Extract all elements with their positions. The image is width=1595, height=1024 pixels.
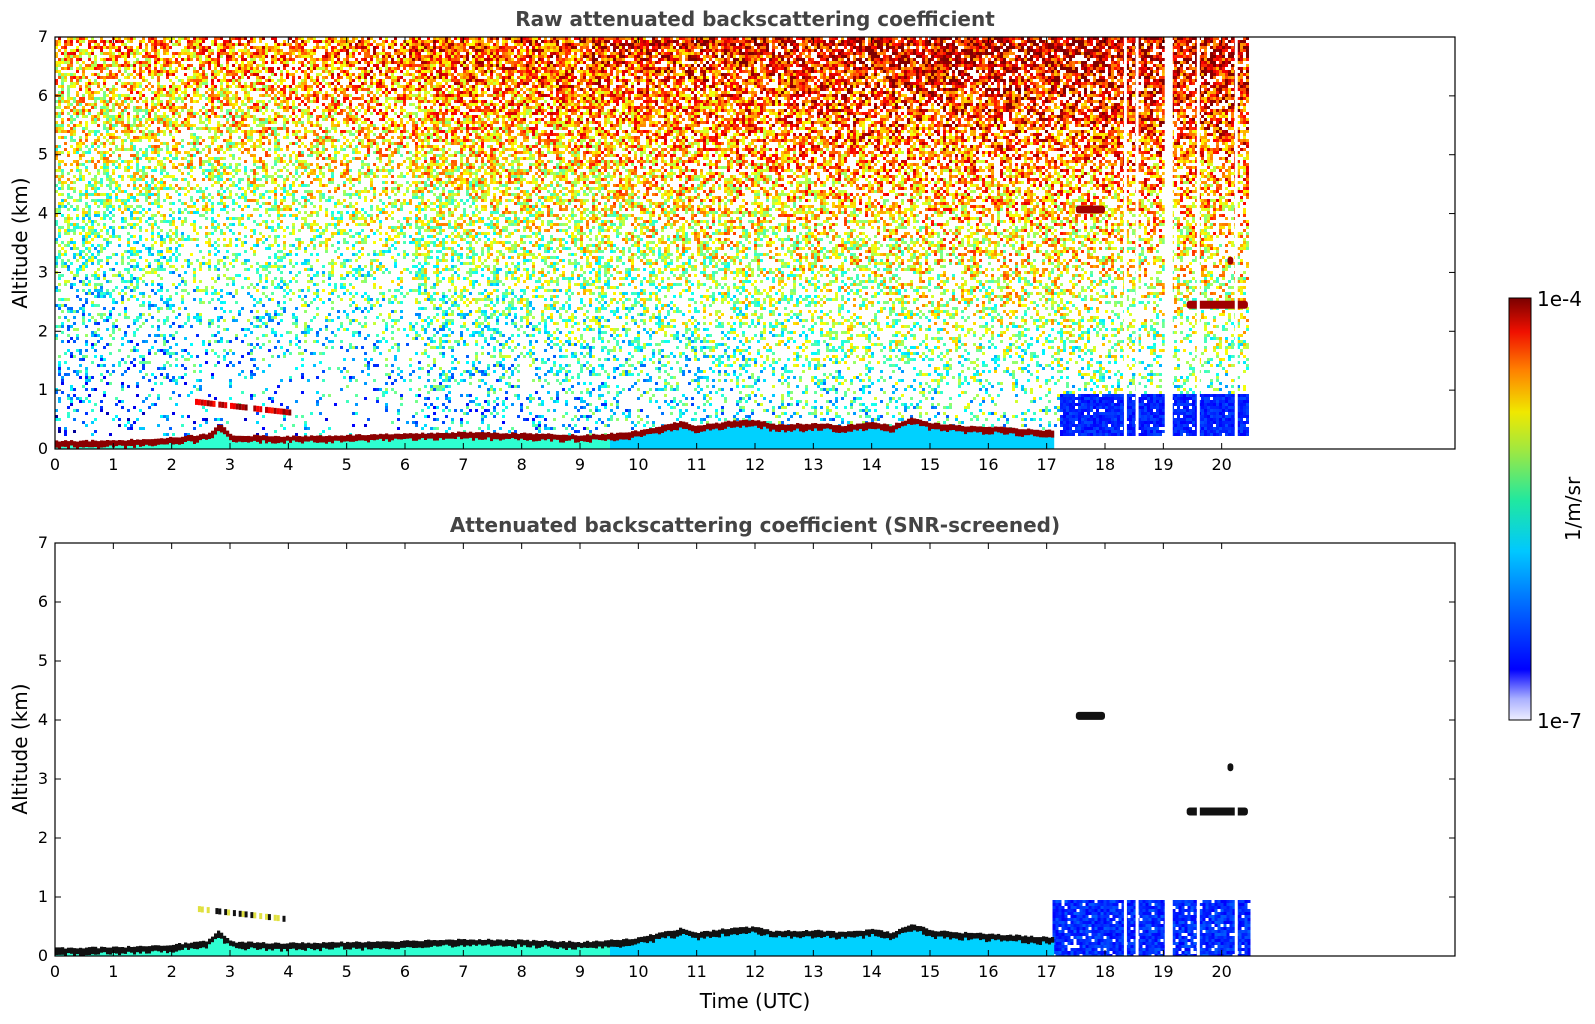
- y-axis-label: Altitude (km): [8, 683, 32, 814]
- missing-profile-gap: [1124, 37, 1127, 449]
- y-tick-label: 3: [38, 262, 48, 281]
- x-tick-label: 3: [225, 455, 235, 474]
- x-tick-label: 2: [167, 962, 177, 981]
- x-tick-label: 15: [920, 455, 940, 474]
- y-tick-label: 2: [38, 321, 48, 340]
- missing-profile-gap: [1136, 543, 1139, 956]
- x-tick-label: 20: [1211, 962, 1231, 981]
- cloud-layer: [1228, 763, 1234, 771]
- x-tick-label: 1: [108, 962, 118, 981]
- x-tick-label: 12: [745, 962, 765, 981]
- cloud-layer: [1187, 301, 1248, 309]
- heatmap-area: [55, 37, 1249, 449]
- y-tick-label: 7: [38, 533, 48, 552]
- missing-profile-gap: [1197, 37, 1200, 449]
- y-tick-label: 0: [38, 946, 48, 965]
- y-tick-label: 4: [38, 710, 48, 729]
- cloud-layer: [1076, 712, 1105, 720]
- chart-title: Raw attenuated backscattering coefficien…: [515, 7, 995, 31]
- colorbar-min-label: 1e-7: [1537, 709, 1582, 733]
- x-tick-label: 19: [1153, 962, 1173, 981]
- x-tick-label: 10: [628, 962, 648, 981]
- y-axis-label: Altitude (km): [8, 177, 32, 308]
- y-tick-label: 5: [38, 145, 48, 164]
- x-tick-label: 5: [342, 962, 352, 981]
- chart-title: Attenuated backscattering coefficient (S…: [450, 513, 1060, 537]
- x-tick-label: 5: [342, 455, 352, 474]
- x-tick-label: 18: [1095, 455, 1115, 474]
- cloud-layer: [1076, 205, 1105, 213]
- x-axis-label: Time (UTC): [699, 989, 811, 1013]
- y-tick-label: 4: [38, 204, 48, 223]
- x-tick-label: 16: [978, 962, 998, 981]
- x-tick-label: 1: [108, 455, 118, 474]
- x-tick-label: 0: [50, 962, 60, 981]
- x-tick-label: 8: [517, 962, 527, 981]
- panel-snr-screened: Attenuated backscattering coefficient (S…: [8, 513, 1455, 1013]
- x-tick-label: 15: [920, 962, 940, 981]
- x-tick-label: 19: [1153, 455, 1173, 474]
- x-tick-label: 17: [1036, 962, 1056, 981]
- x-tick-label: 17: [1036, 455, 1056, 474]
- cloud-layer: [1187, 807, 1248, 815]
- missing-profile-gap: [1235, 37, 1238, 449]
- x-tick-label: 18: [1095, 962, 1115, 981]
- x-tick-label: 20: [1211, 455, 1231, 474]
- missing-profile-gap: [1197, 543, 1200, 956]
- colorbar-max-label: 1e-4: [1537, 287, 1582, 311]
- cloud-layer: [1228, 257, 1234, 265]
- panel-raw: Raw attenuated backscattering coefficien…: [8, 7, 1455, 474]
- x-tick-label: 0: [50, 455, 60, 474]
- x-tick-label: 2: [167, 455, 177, 474]
- x-tick-label: 14: [861, 455, 881, 474]
- missing-profile-gap: [1235, 543, 1238, 956]
- y-tick-label: 6: [38, 592, 48, 611]
- x-tick-label: 6: [400, 962, 410, 981]
- x-tick-label: 9: [575, 455, 585, 474]
- y-tick-label: 7: [38, 27, 48, 46]
- x-tick-label: 10: [628, 455, 648, 474]
- x-tick-label: 4: [283, 962, 293, 981]
- colorbar: 1e-4 1e-7 1/m/sr: [1509, 287, 1585, 733]
- x-tick-label: 8: [517, 455, 527, 474]
- x-tick-label: 9: [575, 962, 585, 981]
- x-tick-label: 12: [745, 455, 765, 474]
- colorbar-unit-label: 1/m/sr: [1561, 476, 1585, 541]
- x-tick-label: 11: [686, 962, 706, 981]
- missing-profile-gap: [1136, 37, 1139, 449]
- x-tick-label: 13: [803, 962, 823, 981]
- missing-profile-gap: [1165, 37, 1173, 449]
- x-tick-label: 3: [225, 962, 235, 981]
- y-tick-label: 1: [38, 380, 48, 399]
- x-tick-label: 6: [400, 455, 410, 474]
- y-tick-label: 2: [38, 828, 48, 847]
- y-tick-label: 5: [38, 651, 48, 670]
- x-tick-label: 11: [686, 455, 706, 474]
- y-tick-label: 6: [38, 86, 48, 105]
- x-tick-label: 13: [803, 455, 823, 474]
- missing-profile-gap: [1124, 543, 1127, 956]
- x-tick-label: 7: [458, 455, 468, 474]
- y-tick-label: 0: [38, 439, 48, 458]
- x-tick-label: 7: [458, 962, 468, 981]
- missing-profile-gap: [1165, 543, 1173, 956]
- x-tick-label: 4: [283, 455, 293, 474]
- heatmap-area: [55, 543, 1251, 957]
- x-tick-label: 14: [861, 962, 881, 981]
- plot-frame: [55, 543, 1455, 956]
- colorbar-gradient: [1509, 298, 1531, 720]
- y-tick-label: 1: [38, 887, 48, 906]
- y-tick-label: 3: [38, 769, 48, 788]
- x-tick-label: 16: [978, 455, 998, 474]
